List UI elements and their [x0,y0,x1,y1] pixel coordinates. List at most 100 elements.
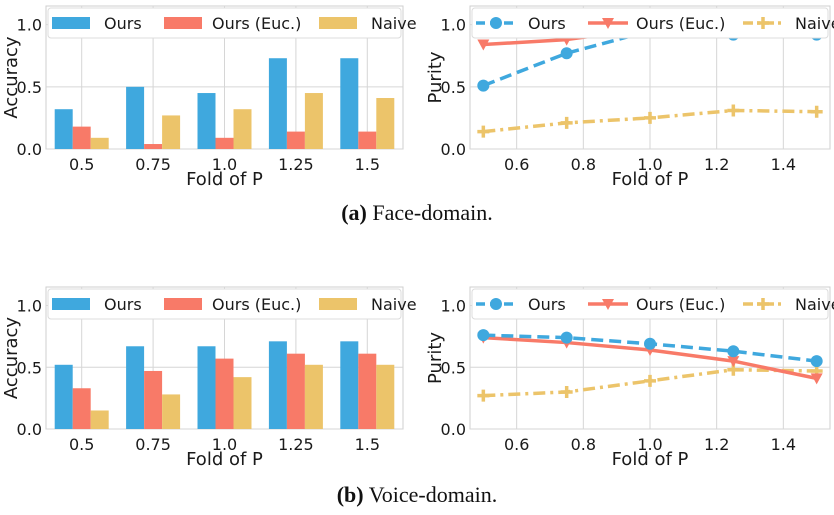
y-tick-label: 1.0 [17,297,42,316]
bar [162,394,181,429]
point-naive [644,111,656,124]
legend-marker [757,298,769,310]
point-naive [560,116,573,129]
caption-a-text: Face-domain. [372,200,493,225]
bar [340,58,359,149]
bar [233,377,252,429]
x-tick-label: 0.5 [69,155,94,174]
caption-a-label: (a) [341,200,367,225]
x-tick-label: 0.8 [571,155,596,174]
bar [268,341,287,429]
bar [268,58,287,149]
bar [358,131,377,149]
x-tick-label: 1.0 [637,155,662,174]
legend-label: Ours (Euc.) [212,14,301,33]
y-axis-label: Purity [425,332,446,384]
bar [144,144,163,149]
legend-label: Ours [528,295,566,314]
legend-label: Ours [104,295,142,314]
y-tick-label: 0.0 [441,140,466,159]
y-tick-label: 0.0 [17,140,42,159]
bar [215,358,234,429]
bar [376,364,395,429]
y-tick-label: 0.5 [17,78,42,97]
x-tick-label: 0.5 [69,435,94,454]
y-tick-label: 0.5 [441,358,466,377]
point-naive [477,125,490,138]
series-line [482,29,817,88]
bar [54,364,73,429]
legend-marker [490,298,502,310]
panel-1: 0.0 0.5 1.0 0.5 0.75 1.0 1.25 1.5 Fold of P Accur… [1,5,417,190]
point-naive [477,389,490,402]
legend-label: Ours (Euc.) [636,14,725,33]
legend-marker [757,17,769,29]
bar [90,137,109,149]
x-tick-label: 1.4 [771,155,796,174]
bar [376,98,395,149]
bar [197,346,216,429]
caption-b-text: Voice-domain. [368,482,498,507]
legend-label: Naive [371,295,417,314]
panel-2: 0.0 0.5 1.0 0.6 0.8 1.0 1.2 1.4 Fold of P Purity O… [425,5,834,190]
y-tick-label: 1.0 [441,297,466,316]
legend: Ours Ours (Euc.) Naive [47,7,417,39]
x-tick-label: 0.75 [135,435,171,454]
bar [304,364,323,429]
legend-swatch [52,17,90,29]
point-ours [560,331,573,344]
bar [233,109,252,149]
bar [126,86,145,149]
x-tick-label: 1.25 [278,155,314,174]
legend-label: Naive [371,14,417,33]
x-tick-label: 1.0 [212,435,237,454]
bar [162,115,181,149]
caption-b-label: (b) [336,482,364,507]
point-ours [560,47,573,60]
point-euc [477,39,490,51]
legend-swatch [164,298,202,310]
point-ours [810,355,823,368]
bar [358,353,377,429]
y-tick-label: 1.0 [17,16,42,35]
x-axis-label: Fold of P [186,169,263,190]
x-tick-label: 1.0 [212,155,237,174]
bar [54,109,73,149]
caption-b: (b) Voice-domain. [0,482,834,508]
legend-marker [602,299,614,310]
legend-label: Naive [795,14,834,33]
panel-4: 0.0 0.5 1.0 0.6 0.8 1.0 1.2 1.4 Fold of P Purity O… [425,286,834,470]
x-tick-label: 0.75 [135,155,171,174]
bar [286,353,305,429]
y-axis-label: Purity [425,51,446,103]
legend-label: Ours (Euc.) [212,295,301,314]
point-ours [477,329,490,342]
point-naive [644,374,656,387]
legend: Ours Ours (Euc.) Naive [471,7,834,39]
x-tick-label: 0.8 [571,435,596,454]
legend-box [47,7,402,39]
legend-box [471,288,829,320]
point-naive [727,104,740,117]
x-tick-label: 0.6 [504,435,529,454]
legend-box [471,7,829,39]
x-axis-label: Fold of P [612,169,689,190]
x-tick-label: 1.4 [771,435,796,454]
bar [197,93,216,149]
x-axis-label: Fold of P [186,449,263,470]
legend-label: Ours [528,14,566,33]
x-tick-label: 1.2 [704,155,729,174]
y-axis-label: Accuracy [1,317,22,400]
point-euc [810,373,823,385]
bar [144,370,163,429]
legend-swatch [319,17,357,29]
point-ours [727,345,740,358]
legend-swatch [319,298,357,310]
point-ours [644,337,656,350]
bar [304,93,323,149]
legend-label: Ours (Euc.) [636,295,725,314]
legend-label: Ours [104,14,142,33]
y-tick-label: 0.5 [17,358,42,377]
legend: Ours Ours (Euc.) Naive [47,288,417,320]
